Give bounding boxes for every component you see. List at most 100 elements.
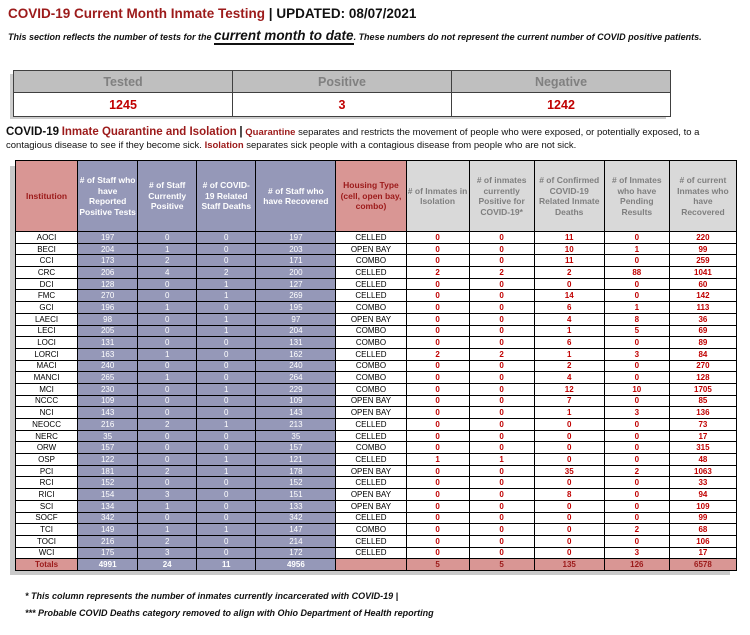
cell-inmates_recovered: 73: [668, 418, 738, 431]
cell-staff_deaths: 0: [196, 254, 257, 268]
cell-staff_recovered: 213: [255, 418, 337, 431]
cell-institution: MANCI: [14, 371, 79, 384]
column-header-staff_currently_positive: # of Staff Currently Positive: [137, 160, 198, 232]
page-title-red: COVID-19 Current Month Inmate Testing: [8, 6, 266, 21]
cell-institution: WCI: [14, 546, 79, 560]
table-row-nci: NCI 143 0 0 143 OPEN BAY 0 0 1 3 136: [14, 406, 738, 419]
cell-housing_type: COMBO: [335, 324, 407, 338]
cell-inmates_recovered: 33: [668, 476, 738, 490]
cell-housing_type: COMBO: [335, 254, 407, 268]
cell-institution: ORW: [14, 441, 79, 455]
totals-pending_results: 126: [603, 558, 670, 571]
cell-inmates_recovered: 259: [668, 254, 738, 268]
cell-inmate_deaths: 35: [533, 464, 605, 478]
table-row-dci: DCI 128 0 1 127 CELLED 0 0 0 0 60: [14, 277, 738, 291]
cell-housing_type: COMBO: [335, 371, 407, 384]
cell-inmates_recovered: 109: [668, 499, 738, 513]
summary-value-row: 1245 3 1242: [13, 92, 671, 117]
cell-staff_reported_positive: 240: [77, 359, 139, 373]
cell-staff_reported_positive: 204: [77, 242, 139, 256]
table-row-totals: Totals 4991 24 11 4956 5 5 135 126 6578: [14, 558, 738, 571]
institution-table-body: AOCI 197 0 0 197 CELLED 0 0 11 0 220 BECI 204 1 0 203 OP…: [14, 231, 738, 571]
cell-staff_reported_positive: 270: [77, 289, 139, 303]
table-row-beci: BECI 204 1 0 203 OPEN BAY 0 0 10 1 99: [14, 242, 738, 256]
subtitle-post: . These numbers do not represent the cur…: [353, 32, 702, 42]
cell-housing_type: CELLED: [335, 429, 407, 443]
cell-institution: DCI: [14, 277, 79, 291]
table-row-leci: LECI 205 0 1 204 COMBO 0 0 1 5 69: [14, 324, 738, 338]
cell-inmates_positive: 0: [468, 231, 535, 244]
cell-inmates_isolation: 0: [405, 394, 470, 408]
cell-pending_results: 0: [603, 231, 670, 244]
cell-staff_reported_positive: 173: [77, 254, 139, 268]
cell-inmates_isolation: 0: [405, 464, 470, 478]
cell-staff_deaths: 1: [196, 382, 257, 396]
table-row-wci: WCI 175 3 0 172 CELLED 0 0 0 3 17: [14, 546, 738, 560]
cell-inmates_isolation: 0: [405, 429, 470, 443]
cell-staff_recovered: 269: [255, 289, 337, 303]
cell-institution: NCI: [14, 406, 79, 419]
cell-inmates_positive: 0: [468, 359, 535, 373]
cell-institution: BECI: [14, 242, 79, 256]
cell-housing_type: CELLED: [335, 289, 407, 303]
totals-staff_deaths: 11: [196, 558, 257, 571]
cell-inmate_deaths: 0: [533, 499, 605, 513]
cell-staff_recovered: 214: [255, 534, 337, 548]
cell-inmates_recovered: 128: [668, 371, 738, 384]
cell-staff_currently_positive: 0: [137, 394, 198, 408]
cell-inmate_deaths: 0: [533, 476, 605, 490]
cell-inmate_deaths: 2: [533, 266, 605, 279]
cell-pending_results: 0: [603, 441, 670, 455]
cell-housing_type: OPEN BAY: [335, 464, 407, 478]
cell-pending_results: 0: [603, 359, 670, 373]
cell-inmate_deaths: 6: [533, 301, 605, 314]
cell-staff_deaths: 1: [196, 523, 257, 536]
cell-institution: PCI: [14, 464, 79, 478]
totals-inmate_deaths: 135: [533, 558, 605, 571]
cell-staff_recovered: 109: [255, 394, 337, 408]
cell-staff_currently_positive: 1: [137, 371, 198, 384]
cell-staff_deaths: 0: [196, 476, 257, 490]
cell-institution: TOCI: [14, 534, 79, 548]
cell-staff_deaths: 0: [196, 546, 257, 560]
cell-staff_recovered: 204: [255, 324, 337, 338]
page-title-updated: UPDATED: 08/07/2021: [276, 6, 417, 21]
cell-staff_currently_positive: 0: [137, 312, 198, 326]
cell-inmates_isolation: 0: [405, 511, 470, 525]
column-header-inmate_deaths: # of Confirmed COVID-19 Related Inmate D…: [533, 160, 605, 232]
cell-pending_results: 10: [603, 382, 670, 396]
cell-inmate_deaths: 0: [533, 453, 605, 466]
cell-staff_deaths: 0: [196, 359, 257, 373]
totals-staff_currently_positive: 24: [137, 558, 198, 571]
cell-inmates_positive: 0: [468, 429, 535, 443]
cell-institution: LORCI: [14, 347, 79, 361]
institution-table-header-row: Institution # of Staff who have Reported …: [14, 160, 738, 232]
cell-inmates_recovered: 48: [668, 453, 738, 466]
cell-staff_deaths: 0: [196, 371, 257, 384]
cell-institution: RICI: [14, 488, 79, 501]
cell-staff_recovered: 342: [255, 511, 337, 525]
cell-staff_currently_positive: 0: [137, 382, 198, 396]
cell-staff_deaths: 0: [196, 488, 257, 501]
cell-institution: NERC: [14, 429, 79, 443]
cell-inmate_deaths: 8: [533, 488, 605, 501]
cell-institution: OSP: [14, 453, 79, 466]
cell-inmate_deaths: 6: [533, 336, 605, 349]
cell-inmates_positive: 0: [468, 336, 535, 349]
cell-inmates_recovered: 89: [668, 336, 738, 349]
totals-staff_recovered: 4956: [255, 558, 337, 571]
cell-inmates_isolation: 0: [405, 289, 470, 303]
cell-staff_reported_positive: 342: [77, 511, 139, 525]
table-row-gci: GCI 196 1 0 195 COMBO 0 0 6 1 113: [14, 301, 738, 314]
cell-housing_type: CELLED: [335, 347, 407, 361]
footnote-2: *** Probable COVID Deaths category remov…: [25, 608, 434, 618]
cell-staff_deaths: 0: [196, 301, 257, 314]
cell-inmates_isolation: 0: [405, 242, 470, 256]
cell-inmates_recovered: 1705: [668, 382, 738, 396]
footnotes: * This column represents the number of i…: [25, 588, 434, 622]
cell-housing_type: OPEN BAY: [335, 406, 407, 419]
cell-staff_recovered: 200: [255, 266, 337, 279]
cell-inmates_positive: 0: [468, 523, 535, 536]
cell-staff_reported_positive: 197: [77, 231, 139, 244]
